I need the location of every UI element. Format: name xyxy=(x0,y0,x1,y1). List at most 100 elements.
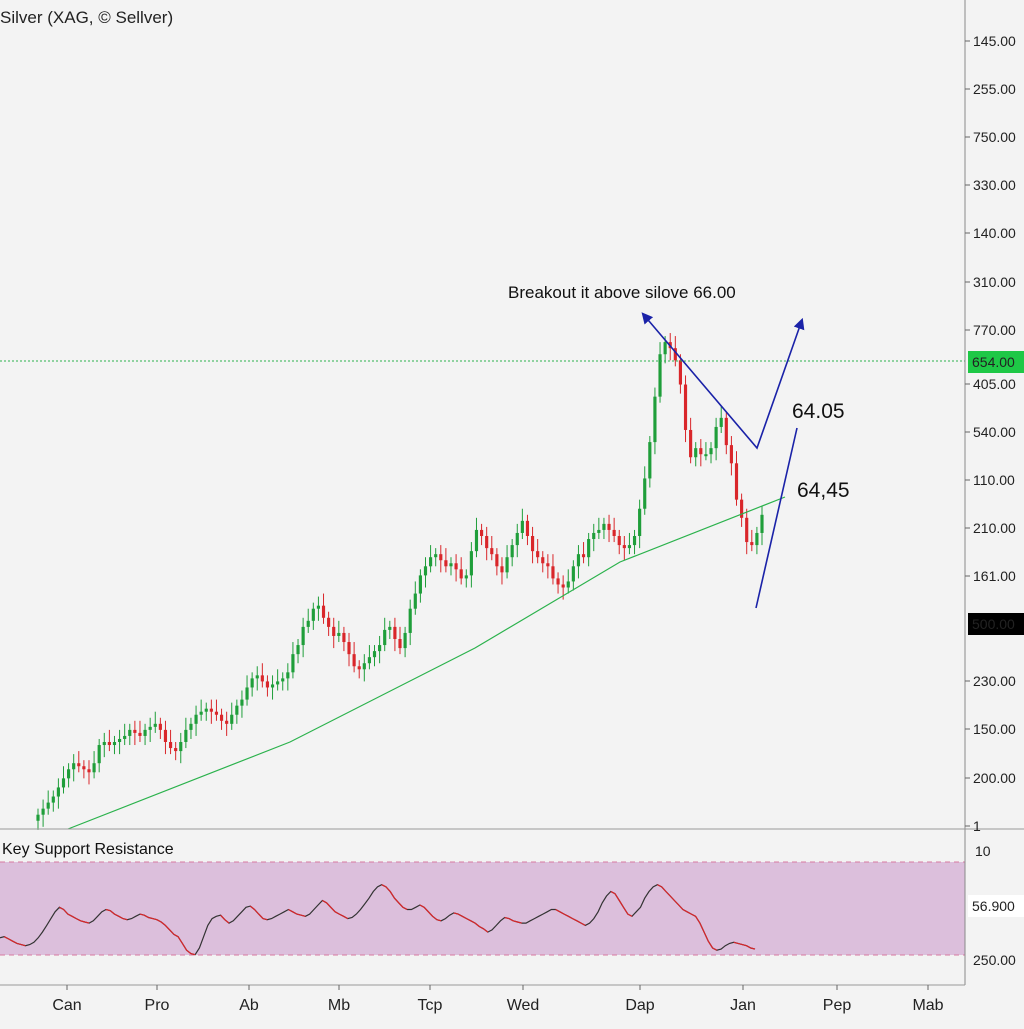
candle xyxy=(357,660,361,679)
price-axis-label: 145.00 xyxy=(973,33,1016,49)
candle-body xyxy=(219,714,224,721)
price-axis-label: 110.00 xyxy=(973,472,1015,488)
price-badge-green-label: 654.00 xyxy=(972,354,1015,370)
candle-body xyxy=(174,748,178,752)
candle xyxy=(97,738,101,773)
indicator-axis-label: 10 xyxy=(975,843,991,859)
price-badge-green-bg xyxy=(968,351,1024,373)
candle-body xyxy=(332,626,336,636)
candle-body xyxy=(510,545,514,558)
candle xyxy=(199,699,203,721)
candle-body xyxy=(434,554,438,558)
candle-body xyxy=(41,808,45,815)
candle-body xyxy=(546,563,550,567)
candle xyxy=(128,723,132,746)
candle-body xyxy=(556,578,560,585)
candle-body xyxy=(648,442,652,479)
candle-body xyxy=(281,678,285,682)
candle xyxy=(342,626,346,652)
candle-body xyxy=(403,632,407,649)
candle-body xyxy=(734,463,739,500)
candle-body xyxy=(515,532,519,546)
candle xyxy=(138,720,142,742)
candle xyxy=(515,523,519,558)
candle-body xyxy=(393,626,397,639)
price-axis-label: 161.00 xyxy=(973,568,1016,584)
candle-body xyxy=(46,802,50,809)
candle xyxy=(163,720,168,755)
candle xyxy=(337,620,341,643)
candle xyxy=(597,517,601,540)
candle xyxy=(617,529,621,555)
candle-body xyxy=(311,608,315,621)
candle xyxy=(168,729,173,755)
price-axis-label: 405.00 xyxy=(973,376,1016,392)
price-axis-label: 150.00 xyxy=(973,721,1016,737)
indicator-badge: 56.900 xyxy=(968,895,1024,917)
candle-body xyxy=(495,554,499,567)
price-axis-label: 540.00 xyxy=(973,424,1016,440)
candle-body xyxy=(449,563,453,567)
candle-body xyxy=(719,417,723,427)
candle-body xyxy=(291,654,295,673)
candle xyxy=(260,663,264,688)
candle-body xyxy=(133,729,137,733)
time-axis-label: Pro xyxy=(145,997,170,1014)
candle xyxy=(755,526,759,555)
candle-body xyxy=(760,514,764,533)
candle-body xyxy=(627,545,632,549)
candle-body xyxy=(724,417,728,446)
candle xyxy=(311,602,315,630)
candle xyxy=(301,617,305,658)
candle-body xyxy=(525,520,530,536)
candle-body xyxy=(454,563,458,570)
candle xyxy=(362,654,366,682)
candle xyxy=(123,723,127,746)
candle-body xyxy=(745,517,749,543)
time-axis-label: Mab xyxy=(912,997,943,1014)
candle xyxy=(209,699,213,724)
candle xyxy=(520,508,524,540)
candle-body xyxy=(439,554,443,561)
price-axis-label: 200.00 xyxy=(973,770,1016,786)
candle xyxy=(77,751,81,773)
candle-body xyxy=(632,536,637,546)
candle-body xyxy=(408,608,412,633)
candle-body xyxy=(225,720,229,724)
candle-body xyxy=(72,763,76,770)
candle-body xyxy=(270,684,275,688)
candle-body xyxy=(117,738,122,742)
candle xyxy=(102,732,106,758)
price-axis-label: 770.00 xyxy=(973,322,1016,338)
candle-body xyxy=(536,551,540,558)
candle-body xyxy=(230,714,234,724)
candle-body xyxy=(581,554,586,558)
candle xyxy=(219,708,224,730)
candle xyxy=(719,405,723,433)
candle-body xyxy=(678,360,683,385)
candle xyxy=(638,499,642,549)
candle xyxy=(740,493,744,527)
candle-body xyxy=(714,426,718,449)
candle-body xyxy=(520,520,524,533)
candle xyxy=(653,387,657,455)
candle-body xyxy=(561,584,565,588)
candle xyxy=(546,554,550,579)
candle-body xyxy=(571,566,575,582)
candle xyxy=(67,763,71,788)
candle-body xyxy=(592,532,596,540)
candle xyxy=(571,560,575,591)
candle xyxy=(383,617,387,652)
candle xyxy=(372,645,377,667)
candle xyxy=(648,436,652,488)
candle xyxy=(714,417,718,461)
candle xyxy=(530,526,535,564)
candle-body xyxy=(240,699,244,706)
indicator-axis-label: 250.00 xyxy=(973,952,1016,968)
candle xyxy=(235,699,239,724)
indicator-title: Key Support Resistance xyxy=(2,841,174,858)
candle xyxy=(632,529,637,555)
candle xyxy=(510,539,514,567)
candle-body xyxy=(276,681,280,685)
